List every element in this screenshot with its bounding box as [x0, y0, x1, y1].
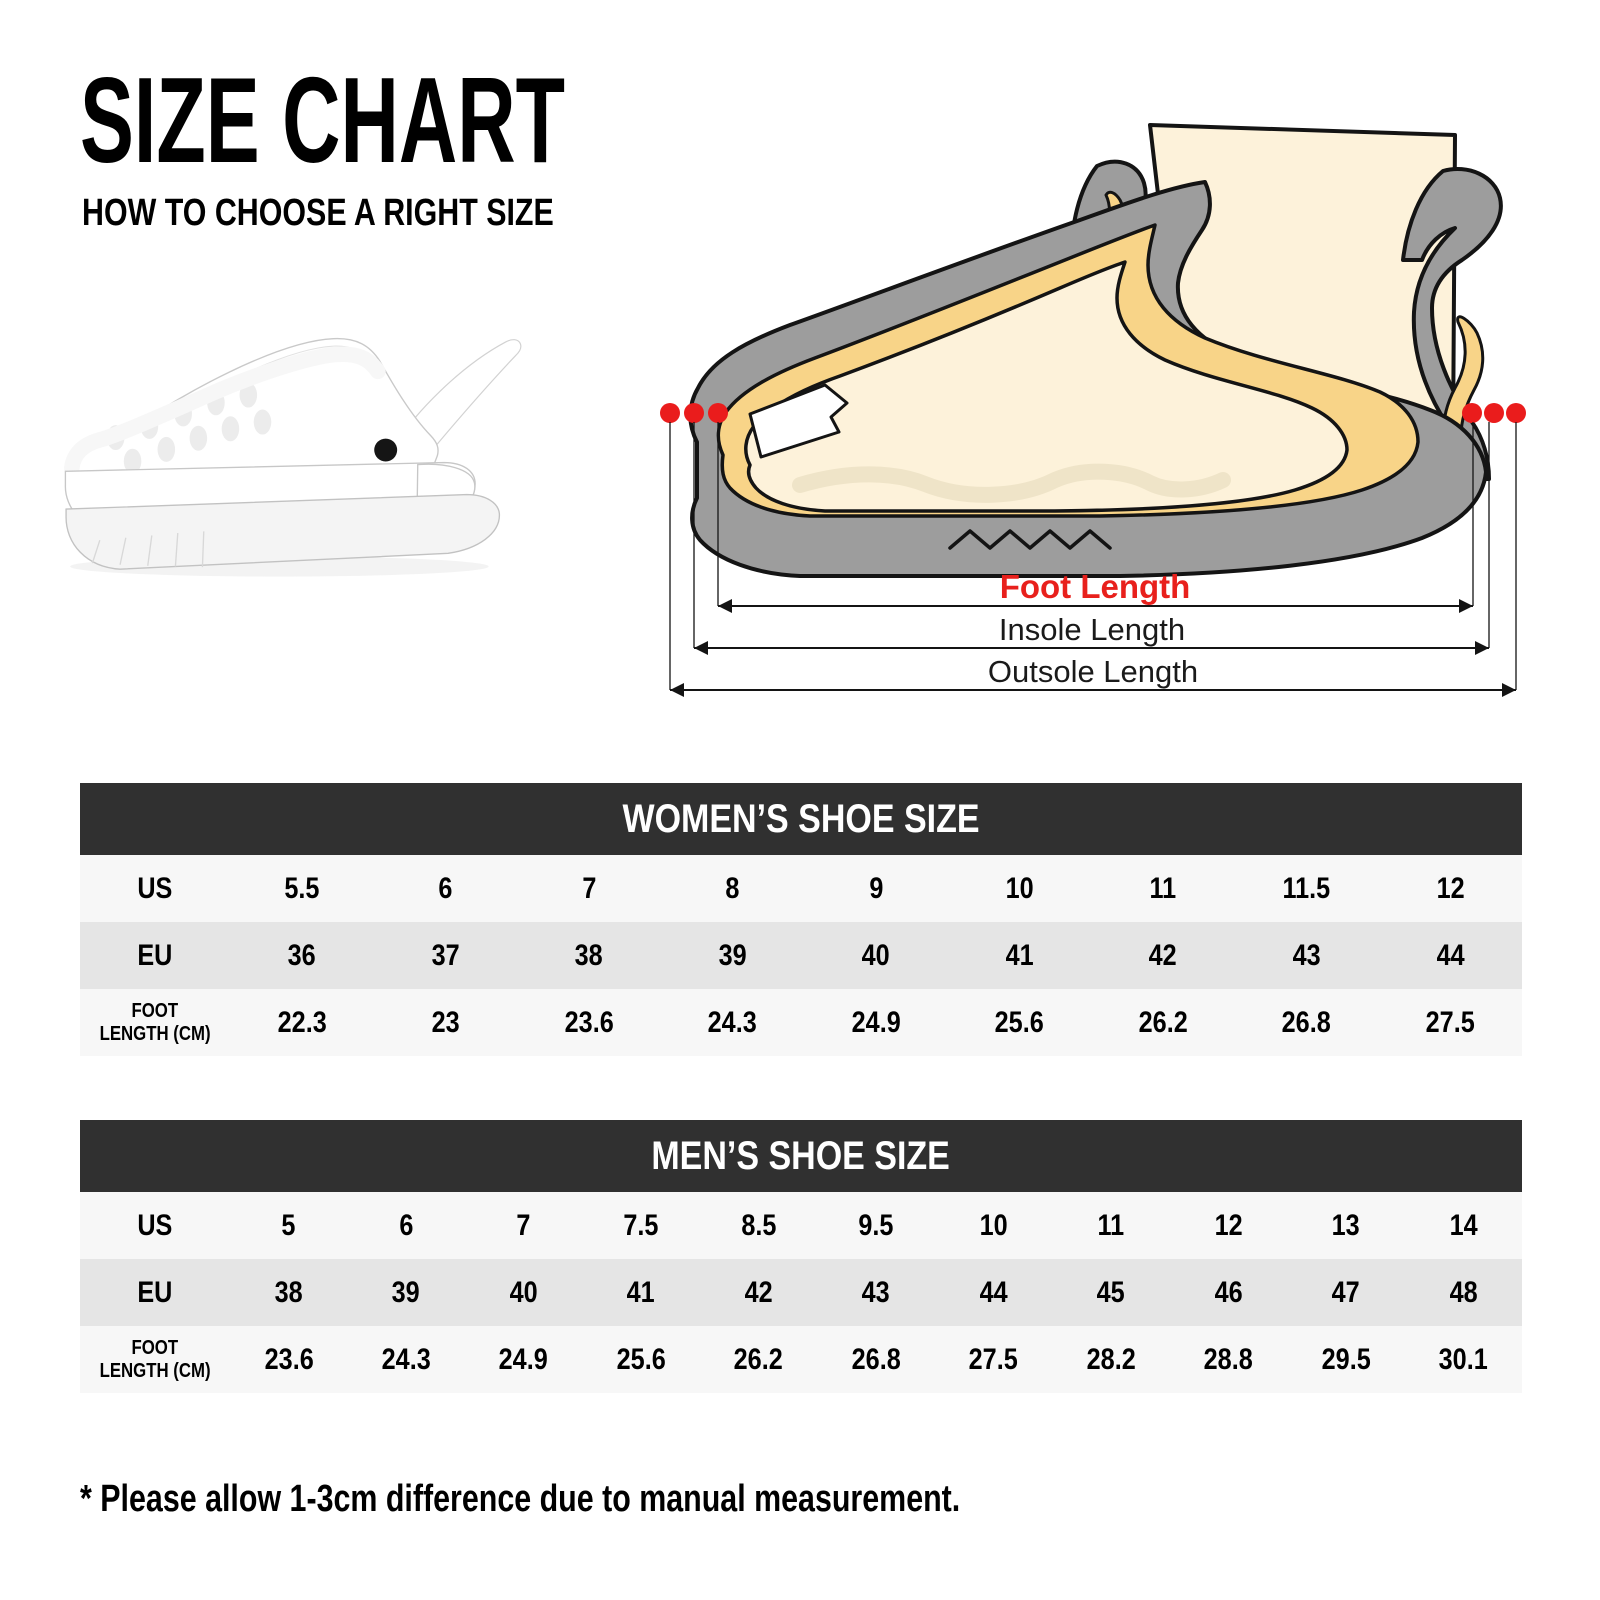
svg-text:Foot Length: Foot Length — [1000, 568, 1191, 605]
svg-text:Outsole Length: Outsole Length — [988, 654, 1198, 689]
svg-text:Insole Length: Insole Length — [999, 612, 1185, 647]
